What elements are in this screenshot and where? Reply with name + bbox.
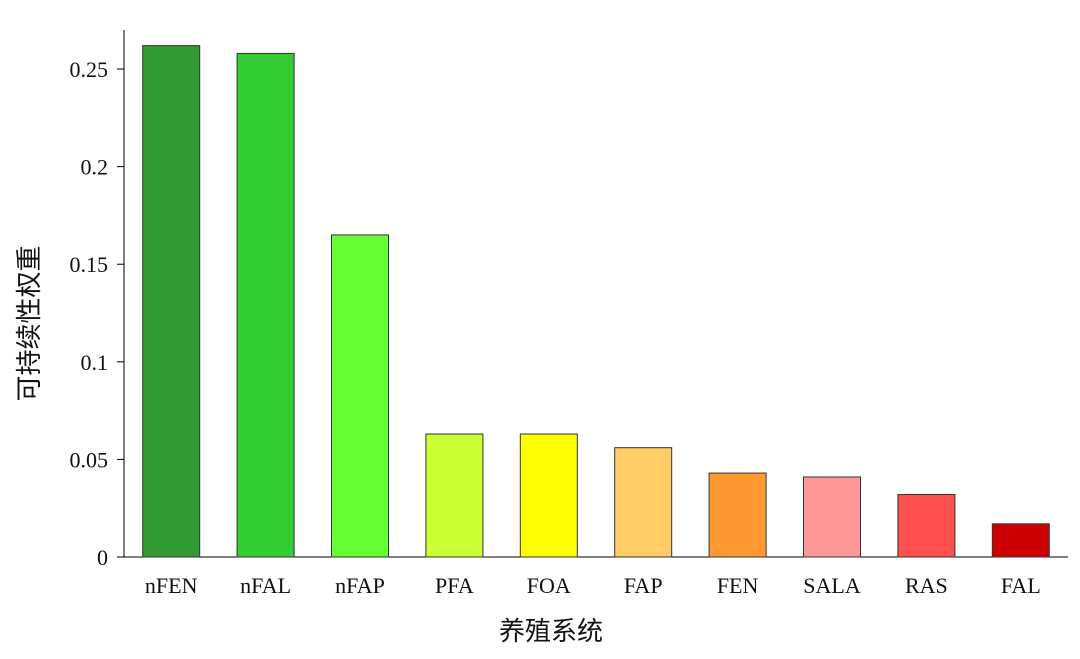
bar-FAL bbox=[991, 523, 1050, 558]
x-tick-label: SALA bbox=[803, 573, 861, 598]
y-tick-label: 0.15 bbox=[70, 252, 109, 277]
x-tick-label: FOA bbox=[527, 573, 571, 598]
bar-nFAL bbox=[236, 52, 295, 558]
bars-group bbox=[142, 45, 1050, 558]
bar-FAP bbox=[614, 447, 673, 558]
y-tick-label: 0.2 bbox=[81, 155, 109, 180]
bar-RAS bbox=[897, 494, 956, 558]
y-axis: 0 0.05 0.1 0.15 0.2 0.25 bbox=[70, 30, 125, 570]
y-tick-label: 0 bbox=[97, 545, 108, 570]
x-tick-label: nFAL bbox=[240, 573, 291, 598]
x-axis-title: 养殖系统 bbox=[499, 617, 603, 646]
bar-FOA bbox=[519, 433, 578, 558]
x-tick-label: PFA bbox=[435, 573, 474, 598]
bar-SALA bbox=[803, 476, 861, 558]
y-tick-label: 0.1 bbox=[81, 350, 109, 375]
bar-FEN bbox=[708, 472, 767, 558]
bar-nFEN bbox=[142, 45, 201, 558]
bar-PFA bbox=[425, 433, 484, 558]
x-axis: nFEN nFAL nFAP PFA FOA FAP FEN SALA RAS FAL bbox=[124, 556, 1068, 598]
x-tick-label: FEN bbox=[717, 573, 759, 598]
x-tick-label: nFEN bbox=[145, 573, 198, 598]
y-tick-label: 0.25 bbox=[70, 57, 109, 82]
y-tick-label: 0.05 bbox=[70, 447, 109, 472]
x-tick-label: nFAP bbox=[335, 573, 385, 598]
bar-nFAP bbox=[331, 234, 389, 558]
x-tick-label: RAS bbox=[905, 573, 948, 598]
x-tick-label: FAL bbox=[1001, 573, 1041, 598]
y-axis-title: 可持续性权重 bbox=[15, 245, 44, 401]
x-tick-label: FAP bbox=[624, 573, 663, 598]
